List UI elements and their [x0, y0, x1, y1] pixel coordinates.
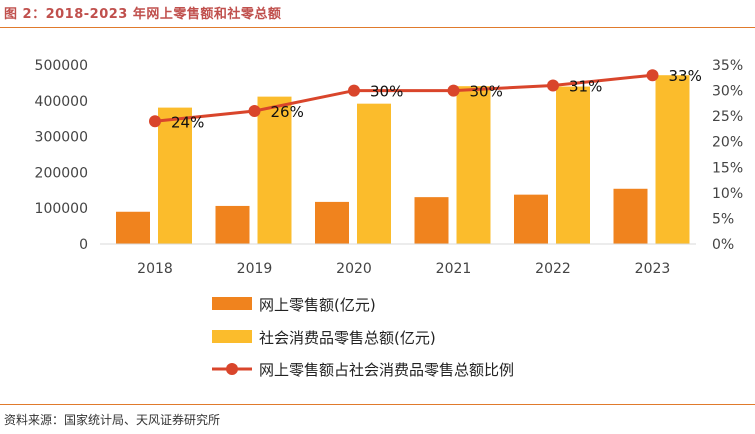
legend-swatch-total: [212, 330, 252, 343]
ratio-data-label: 24%: [171, 113, 204, 131]
y-right-tick-label: 30%: [712, 84, 743, 100]
ratio-data-label: 30%: [370, 83, 403, 101]
y-right-tick-label: 25%: [712, 109, 743, 125]
bottom-rule: [0, 404, 755, 405]
bar-total-2020: [357, 103, 391, 244]
ratio-data-label: 31%: [569, 77, 602, 95]
ratio-data-label: 26%: [271, 103, 304, 121]
ratio-point: [547, 79, 559, 92]
y-right-tick-label: 15%: [712, 160, 743, 176]
x-tick-label: 2019: [237, 261, 273, 277]
x-tick-label: 2021: [436, 261, 472, 277]
chart: 24%26%30% 30% 31%33% 2018 2019 2020 2021 2022 2…: [35, 58, 744, 379]
y-left-tick-label: 200000: [35, 165, 88, 181]
ratio-point: [447, 84, 460, 97]
bar-total-2021: [456, 86, 491, 244]
bar-online-2019: [215, 205, 250, 244]
bar-online-2020: [315, 201, 349, 244]
bar-online-2021: [414, 197, 449, 244]
top-rule: [0, 27, 755, 28]
bar-total-2019: [257, 96, 292, 244]
bar-online-2022: [514, 194, 548, 244]
y-left-tick-label: 400000: [35, 94, 88, 110]
bars-layer: [116, 75, 690, 244]
y-left-tick-label: 300000: [35, 130, 88, 146]
y-right-tick-label: 10%: [712, 186, 743, 202]
y-right-tick-label: 0%: [712, 237, 734, 253]
figure-title: 图 2：2018-2023 年网上零售额和社零总额: [4, 7, 282, 22]
legend-label-online: 网上零售额(亿元): [259, 296, 376, 314]
ratio-point: [646, 69, 659, 82]
x-tick-label: 2020: [336, 261, 372, 277]
ratio-data-label: 30%: [470, 83, 503, 101]
legend-swatch-ratio-marker: [226, 363, 238, 375]
y-right-tick-label: 35%: [712, 58, 743, 74]
legend-label-ratio: 网上零售额占社会消费品零售总额比例: [259, 361, 514, 379]
y-left-tick-label: 0: [79, 237, 88, 253]
y-left-tick-label: 100000: [35, 201, 88, 217]
axes-layer: 2018 2019 2020 2021 2022 2023 0 100000 200000 300…: [35, 58, 744, 277]
y-right-tick-label: 20%: [712, 135, 743, 151]
y-right-tick-label: 5%: [712, 211, 734, 227]
bar-online-2018: [116, 211, 150, 244]
ratio-point: [248, 105, 261, 118]
ratio-point: [348, 84, 360, 97]
legend: 网上零售额(亿元) 社会消费品零售总额(亿元) 网上零售额占社会消费品零售总额比例: [212, 296, 514, 379]
legend-swatch-online: [212, 297, 252, 310]
ratio-data-label: 33%: [669, 67, 702, 85]
bar-online-2023: [613, 188, 648, 244]
source-note: 资料来源：国家统计局、天风证券研究所: [4, 413, 221, 427]
ratio-line: [154, 73, 653, 123]
y-left-tick-label: 500000: [35, 58, 88, 74]
bar-total-2022: [556, 86, 590, 244]
bar-total-2023: [655, 75, 690, 244]
x-tick-label: 2018: [137, 261, 173, 277]
bar-total-2018: [158, 107, 192, 244]
x-tick-label: 2022: [535, 261, 571, 277]
ratio-line-layer: 24% 26% 30% 30% 31% 33%: [149, 67, 702, 131]
ratio-point: [149, 115, 161, 128]
x-tick-label: 2023: [635, 261, 671, 277]
legend-label-total: 社会消费品零售总额(亿元): [259, 329, 436, 347]
